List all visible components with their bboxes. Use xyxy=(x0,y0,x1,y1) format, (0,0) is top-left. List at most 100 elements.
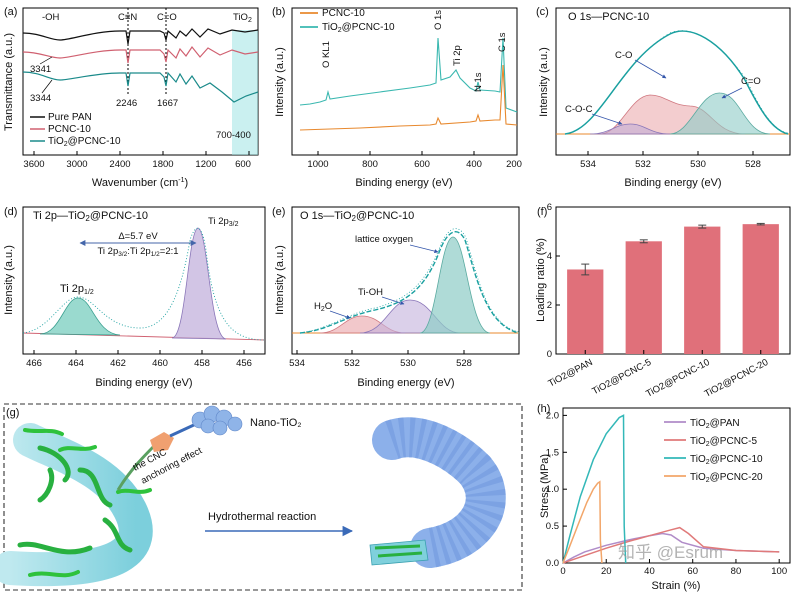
annot-ti2p32: Ti 2p3/2 xyxy=(208,216,239,228)
annot-oh: -OH xyxy=(42,12,60,23)
ylabel-f: Loading ratio (%) xyxy=(535,238,547,322)
xlabel-c: Binding energy (eV) xyxy=(624,177,721,189)
svg-text:400: 400 xyxy=(466,159,482,170)
ytick-label: 1.5 xyxy=(546,447,559,458)
ylabel-e: Intensity (a.u.) xyxy=(274,245,286,315)
svg-text:534: 534 xyxy=(580,159,596,170)
panel-e: (e) O 1s—TiO2@PCNC-10 lattice oxygen Ti-… xyxy=(272,206,520,389)
svg-text:532: 532 xyxy=(635,159,651,170)
svg-text:528: 528 xyxy=(456,358,472,369)
ytick-label: 0.0 xyxy=(546,558,559,569)
axes-frame-f xyxy=(555,206,791,355)
xticks-a: 3600 3000 2400 1800 1200 600 xyxy=(23,151,251,170)
panel-h: (h) 0.0 0.5 1.0 1.5 2.0 0 20 40 60 80 100 TiO2@PA… xyxy=(537,403,791,592)
watermark: 知乎 @Esrum xyxy=(618,543,723,562)
title-c: O 1s—PCNC-10 xyxy=(568,11,649,23)
annot-tio2: TiO2 xyxy=(233,12,252,24)
title-e: O 1s—TiO2@PCNC-10 xyxy=(300,210,414,223)
svg-text:456: 456 xyxy=(236,358,252,369)
panel-label-f: (f) xyxy=(537,206,547,218)
xticks-c: 534 532 530 528 xyxy=(580,151,761,170)
series-line-pcnc10 xyxy=(22,45,259,64)
cnc-rods xyxy=(17,445,133,555)
annot-2246: 2246 xyxy=(116,98,137,109)
panel-label-d: (d) xyxy=(4,206,17,218)
annot-1667: 1667 xyxy=(157,98,178,109)
svg-text:1200: 1200 xyxy=(195,159,216,170)
svg-text:464: 464 xyxy=(68,358,84,369)
annot-ratio: Ti 2p3/2:Ti 2p1/2=2:1 xyxy=(97,246,178,258)
xlabel-e: Binding energy (eV) xyxy=(357,377,454,389)
svg-text:532: 532 xyxy=(344,358,360,369)
xticks-d: 466 464 462 460 458 456 xyxy=(26,350,252,369)
xticks-b: 1000 800 600 400 200 xyxy=(307,151,522,170)
svg-text:462: 462 xyxy=(110,358,126,369)
peak-d-ti2p32 xyxy=(171,227,227,340)
bar xyxy=(684,226,721,354)
annot-c-coc: C-O-C xyxy=(565,104,593,115)
annot-3344: 3344 xyxy=(30,93,51,104)
panel-label-c: (c) xyxy=(536,6,549,18)
ytick-label: 2.0 xyxy=(546,410,559,421)
pan-fibre xyxy=(0,423,153,587)
svg-text:2400: 2400 xyxy=(109,159,130,170)
ytick-label: 0.5 xyxy=(546,521,559,532)
svg-text:3000: 3000 xyxy=(66,159,87,170)
category-label: TiO2@PCNC-10 xyxy=(644,357,711,400)
xlabel-h: Strain (%) xyxy=(652,580,701,592)
svg-text:200: 200 xyxy=(506,159,522,170)
panel-c: (c) O 1s—PCNC-10 C-O C=O C-O-C 534 532 5… xyxy=(536,6,791,189)
peak-d-ti2p12 xyxy=(39,297,121,336)
panel-g: (g) Nano-TiO₂ the CNC anchoring effect H… xyxy=(0,403,523,591)
legend-h: TiO2@PAN TiO2@PCNC-5 TiO2@PCNC-10 TiO2@PCNC… xyxy=(664,418,763,484)
nano-tio2-cluster xyxy=(191,405,243,436)
ytick-label: 0 xyxy=(547,349,552,360)
panel-label-g: (g) xyxy=(6,407,19,419)
xtick-label: 80 xyxy=(731,566,742,577)
legend-label: TiO2@PAN xyxy=(690,418,740,430)
legend-label: TiO2@PCNC-5 xyxy=(690,436,757,448)
annot-c-codouble: C=O xyxy=(741,76,761,87)
series-line xyxy=(562,526,780,564)
ylabel-a: Transmittance (a.u.) xyxy=(3,33,15,131)
annot-700-400: 700-400 xyxy=(216,130,251,141)
category-label: TiO2@PCNC-20 xyxy=(703,357,770,400)
schematic-border xyxy=(3,403,523,591)
axes-frame-c xyxy=(555,7,791,156)
ylabel-d: Intensity (a.u.) xyxy=(3,245,15,315)
legend-b-tio2-pcnc10: TiO2@PCNC-10 xyxy=(322,22,395,34)
panel-a: (a) TiO2 -OH C≡N C=O 3341 3344 2246 1667… xyxy=(3,6,259,189)
svg-text:1000: 1000 xyxy=(307,159,328,170)
ytick-label: 1.0 xyxy=(546,484,559,495)
annot-3341: 3341 xyxy=(30,64,51,75)
series-line xyxy=(562,414,627,564)
xtick-label: 20 xyxy=(601,566,612,577)
series-line-b-tio2 xyxy=(299,37,518,113)
svg-text:460: 460 xyxy=(152,358,168,369)
panel-f: (f) 0 2 4 6 TiO2@PANTiO2@PCNC-5TiO2@PCNC-10… xyxy=(535,202,791,400)
raw-e xyxy=(299,228,520,334)
series-line xyxy=(562,480,603,564)
legend-label: TiO2@PCNC-20 xyxy=(690,472,763,484)
annot-n1s: N 1s xyxy=(473,72,484,92)
fit-e xyxy=(299,231,520,334)
xticks-e: 534 532 530 528 xyxy=(289,350,472,369)
label-nano-tio2: Nano-TiO₂ xyxy=(250,417,302,429)
ytick-label: 4 xyxy=(547,251,552,262)
xlabel-d: Binding energy (eV) xyxy=(95,377,192,389)
svg-text:534: 534 xyxy=(289,358,305,369)
xtick-label: 0 xyxy=(560,566,565,577)
svg-text:530: 530 xyxy=(690,159,706,170)
series-line-pure-pan xyxy=(22,28,259,45)
xticks-f: TiO2@PANTiO2@PCNC-5TiO2@PCNC-10TiO2@PCNC… xyxy=(546,350,770,400)
xticks-h: 0 20 40 60 80 100 xyxy=(560,559,787,577)
annot-lattice: lattice oxygen xyxy=(355,234,413,245)
axes-frame-h xyxy=(562,407,791,564)
anchor-link xyxy=(169,422,197,438)
legend-pure-pan: Pure PAN xyxy=(48,112,92,123)
annot-co: C=O xyxy=(157,12,177,23)
svg-text:3600: 3600 xyxy=(23,159,44,170)
axes-frame-e xyxy=(291,206,520,355)
svg-text:528: 528 xyxy=(745,159,761,170)
annot-ti2p: Ti 2p xyxy=(452,45,463,66)
